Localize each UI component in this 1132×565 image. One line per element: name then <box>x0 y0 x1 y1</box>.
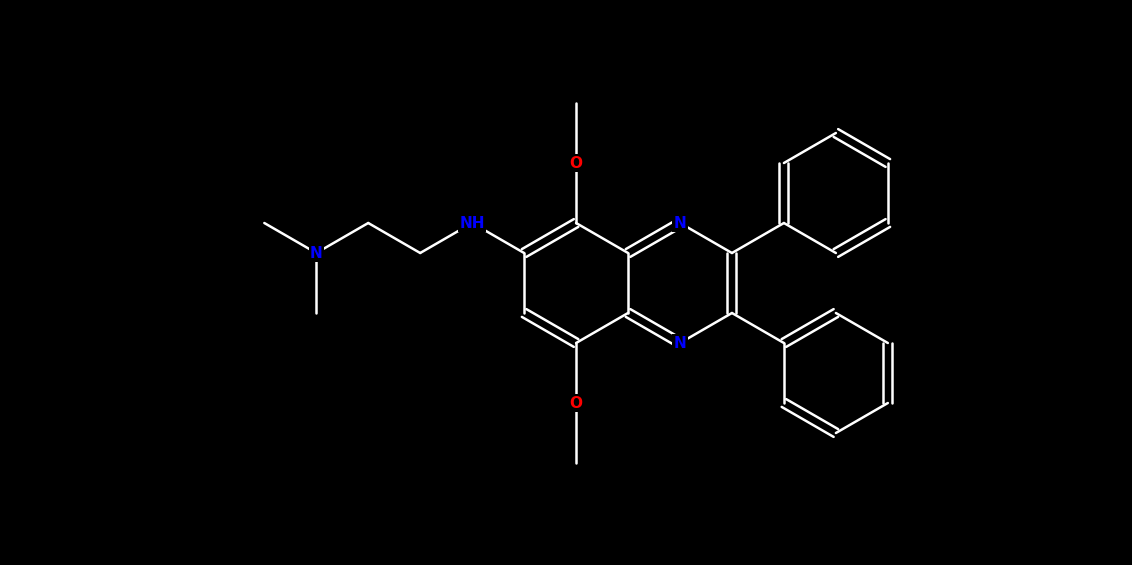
Text: NH: NH <box>460 215 484 231</box>
Text: O: O <box>569 155 583 171</box>
Text: N: N <box>674 336 686 350</box>
Text: O: O <box>569 396 583 411</box>
Text: N: N <box>310 246 323 260</box>
Text: N: N <box>674 215 686 231</box>
